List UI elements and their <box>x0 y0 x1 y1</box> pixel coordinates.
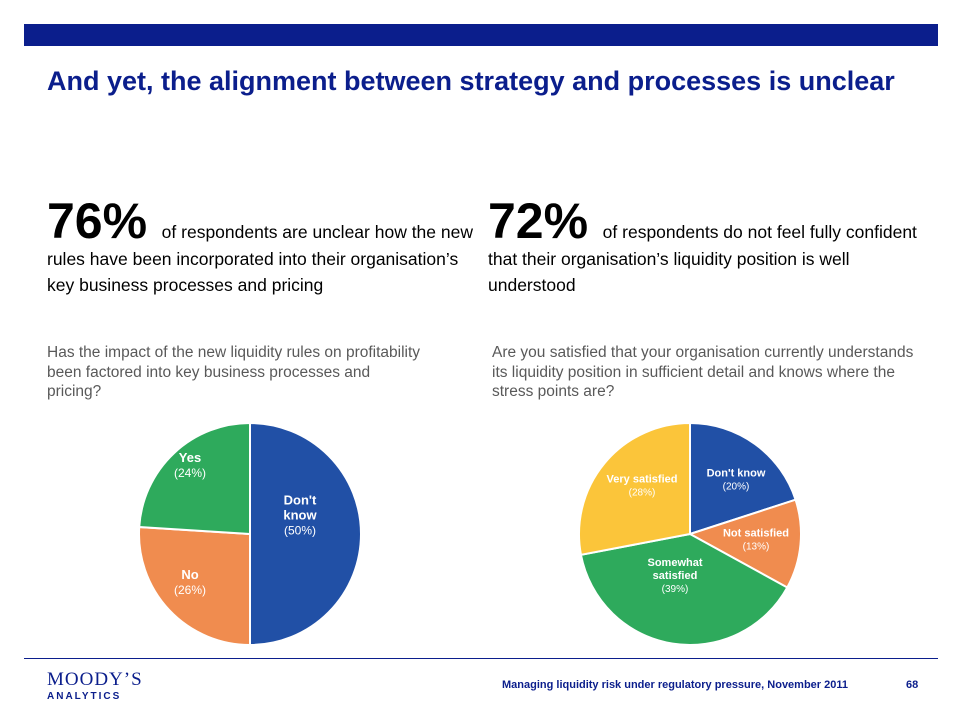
slice-label: satisfied <box>653 570 698 582</box>
page-number: 68 <box>906 679 919 691</box>
slice-percentage-label: (50%) <box>284 524 316 538</box>
slice-label: Very satisfied <box>607 473 678 485</box>
slice-percentage-label: (20%) <box>723 481 750 492</box>
logo-name: MOODY’S <box>47 669 143 690</box>
survey-question-left: Has the impact of the new liquidity rule… <box>47 344 421 400</box>
page-title: And yet, the alignment between strategy … <box>47 66 895 96</box>
slice-percentage-label: (24%) <box>174 466 206 480</box>
pie-slice-very-satisfied <box>578 421 691 556</box>
slice-percentage-label: (28%) <box>629 487 656 498</box>
pie-slice-not-satisfied <box>687 498 802 589</box>
survey-question-right: Are you satisfied that your organisation… <box>492 344 914 400</box>
pie-slice-yes <box>138 421 251 536</box>
footer-caption: Managing liquidity risk under regulatory… <box>502 679 848 691</box>
stat-percentage: 76% <box>47 193 148 249</box>
stat-text: of respondents are unclear how the new r… <box>47 222 473 295</box>
slice-percentage-label: (13%) <box>743 541 770 552</box>
logo-subtitle: ANALYTICS <box>47 691 122 702</box>
stat-percentage: 72% <box>488 193 589 249</box>
stat-text: of respondents do not feel fully confide… <box>488 222 917 295</box>
moodys-analytics-logo: MOODY’S ANALYTICS <box>47 670 143 704</box>
slice-label: Not satisfied <box>723 527 789 539</box>
stat-block-right: 72% of respondents do not feel fully con… <box>488 196 918 298</box>
slice-label: know <box>283 508 317 523</box>
slice-label: Somewhat <box>647 557 702 569</box>
slice-percentage-label: (39%) <box>662 584 689 595</box>
pie-slice-don-t-know <box>249 421 362 647</box>
slice-label: Don't know <box>707 467 766 479</box>
footer-divider <box>24 658 938 659</box>
pie-chart-liquidity-position: Don't know (20%) Not satisfied (13%) Somewha… <box>578 421 802 646</box>
pie-slice-no <box>138 525 251 647</box>
pie-slice-somewhat-satisfied <box>579 532 789 646</box>
slice-label: Yes <box>179 450 201 465</box>
pie-slice-don-t-know <box>689 421 797 536</box>
slice-label: Don't <box>284 493 317 508</box>
slice-label: No <box>181 567 198 582</box>
slice-percentage-label: (26%) <box>174 583 206 597</box>
stat-block-left: 76% of respondents are unclear how the n… <box>47 196 477 298</box>
header-bar <box>24 24 938 46</box>
